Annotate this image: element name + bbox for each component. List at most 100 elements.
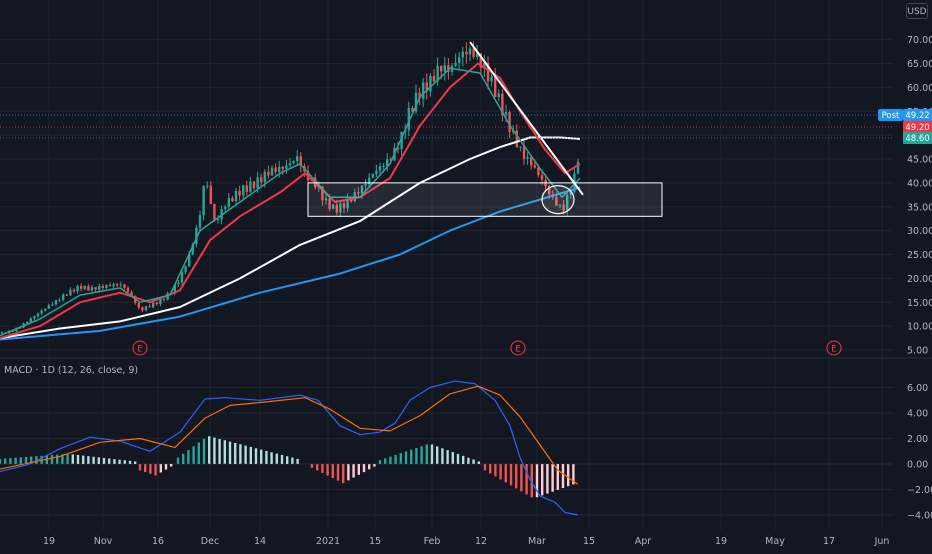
histogram-bar <box>108 458 111 464</box>
histogram-bar <box>66 453 69 464</box>
time-tick-label: 15 <box>583 536 595 547</box>
candles <box>0 41 580 335</box>
histogram-bar <box>420 446 423 464</box>
candle-body <box>555 197 558 206</box>
candle-body <box>562 204 565 211</box>
candle-body <box>195 227 198 245</box>
candle-body <box>191 244 194 255</box>
histogram-bar <box>260 449 263 464</box>
macd-pane[interactable] <box>0 380 893 516</box>
candle-body <box>47 305 50 309</box>
candle-body <box>263 171 266 183</box>
histogram-bar <box>404 451 408 464</box>
candle-body <box>386 159 389 167</box>
candle-body <box>119 284 122 286</box>
candle-body <box>486 63 490 82</box>
time-tick-label: 19 <box>43 536 55 547</box>
candle-body <box>126 287 130 293</box>
candle-body <box>321 186 324 201</box>
time-tick-label: Feb <box>424 536 441 547</box>
candle-body <box>324 198 328 201</box>
time-tick-label: 14 <box>254 536 266 547</box>
candle-body <box>36 313 40 317</box>
macd-tick-label: −2.00 <box>907 485 932 496</box>
candle-body <box>148 306 151 308</box>
candle-body <box>483 63 486 68</box>
candle-body <box>90 287 94 291</box>
price-tick-label: 30.00 <box>907 226 932 237</box>
candle-body <box>429 75 432 92</box>
candle-body <box>40 310 43 314</box>
candle-body <box>26 321 29 324</box>
candle-body <box>328 198 331 210</box>
candle-body <box>490 76 493 82</box>
time-tick-label: 15 <box>369 536 381 547</box>
histogram-bar <box>316 464 319 471</box>
candle-body <box>206 185 209 187</box>
candle-body <box>339 203 342 213</box>
histogram-bar <box>270 452 273 464</box>
time-tick-label: Dec <box>201 536 219 547</box>
price-tick-label: 15.00 <box>907 298 932 309</box>
candle-body <box>72 289 76 292</box>
histogram-bar <box>291 457 294 464</box>
candle-body <box>137 303 140 308</box>
post-badge-label: Post <box>882 111 900 121</box>
price-tick-label: 70.00 <box>907 35 932 46</box>
histogram-bar <box>223 440 226 464</box>
candle-body <box>285 165 288 169</box>
histogram-bar <box>265 450 268 464</box>
candle-body <box>44 308 47 311</box>
time-axis[interactable]: 19 Nov 16 Dec 14 2021 15 Feb 12 Mar 15 Apr 19 May 17 Ju… <box>43 536 889 547</box>
candle-body <box>144 306 148 311</box>
time-tick-label: May <box>765 536 785 547</box>
histogram-bar <box>525 464 528 495</box>
candle-body <box>508 112 511 132</box>
histogram-bar <box>483 464 487 471</box>
price-tick-label: 65.00 <box>907 59 932 70</box>
currency-badge[interactable]: USD <box>906 3 928 19</box>
histogram-bar <box>87 456 90 464</box>
candle-body <box>465 51 468 55</box>
candle-body <box>432 75 436 82</box>
histogram-bar <box>56 454 59 464</box>
histogram-bar <box>254 448 258 464</box>
candle-body <box>389 159 392 161</box>
histogram-bar <box>286 456 289 464</box>
histogram-bar <box>384 458 387 464</box>
candle-body <box>123 284 126 288</box>
histogram-bar <box>441 448 444 464</box>
candle-body <box>270 167 274 176</box>
histogram-bar <box>342 464 345 484</box>
histogram-bar <box>436 446 439 464</box>
time-tick-label: Nov <box>94 536 113 547</box>
ma-long-line <box>0 186 581 341</box>
time-tick-label: Apr <box>635 536 652 547</box>
histogram-bar <box>515 464 518 489</box>
histogram-bar <box>451 452 454 464</box>
candle-body <box>198 215 202 228</box>
histogram-bar <box>97 457 100 464</box>
candle-body <box>130 292 133 296</box>
histogram-bar <box>551 464 554 492</box>
candle-body <box>256 177 259 189</box>
macd-axis[interactable]: 6.00 4.00 2.00 0.00 −2.00 −4.00 <box>907 383 932 522</box>
price-tag <box>903 121 932 133</box>
histogram-bar <box>149 464 152 474</box>
candle-body <box>245 185 248 192</box>
support-zone-rectangle <box>307 182 663 217</box>
candle-body <box>522 146 526 159</box>
candle-body <box>173 284 176 294</box>
macd-line <box>0 380 579 516</box>
histogram-bar <box>430 444 434 464</box>
histogram-bar <box>546 464 549 494</box>
histogram-bar <box>134 461 137 464</box>
candle-body <box>281 166 284 169</box>
price-tick-label: 60.00 <box>907 83 932 94</box>
histogram-bar <box>296 458 299 464</box>
histogram-bar <box>572 464 575 485</box>
macd-legend[interactable]: MACD · 1D (12, 26, close, 9) <box>4 365 139 376</box>
circle-annotation <box>541 184 575 215</box>
